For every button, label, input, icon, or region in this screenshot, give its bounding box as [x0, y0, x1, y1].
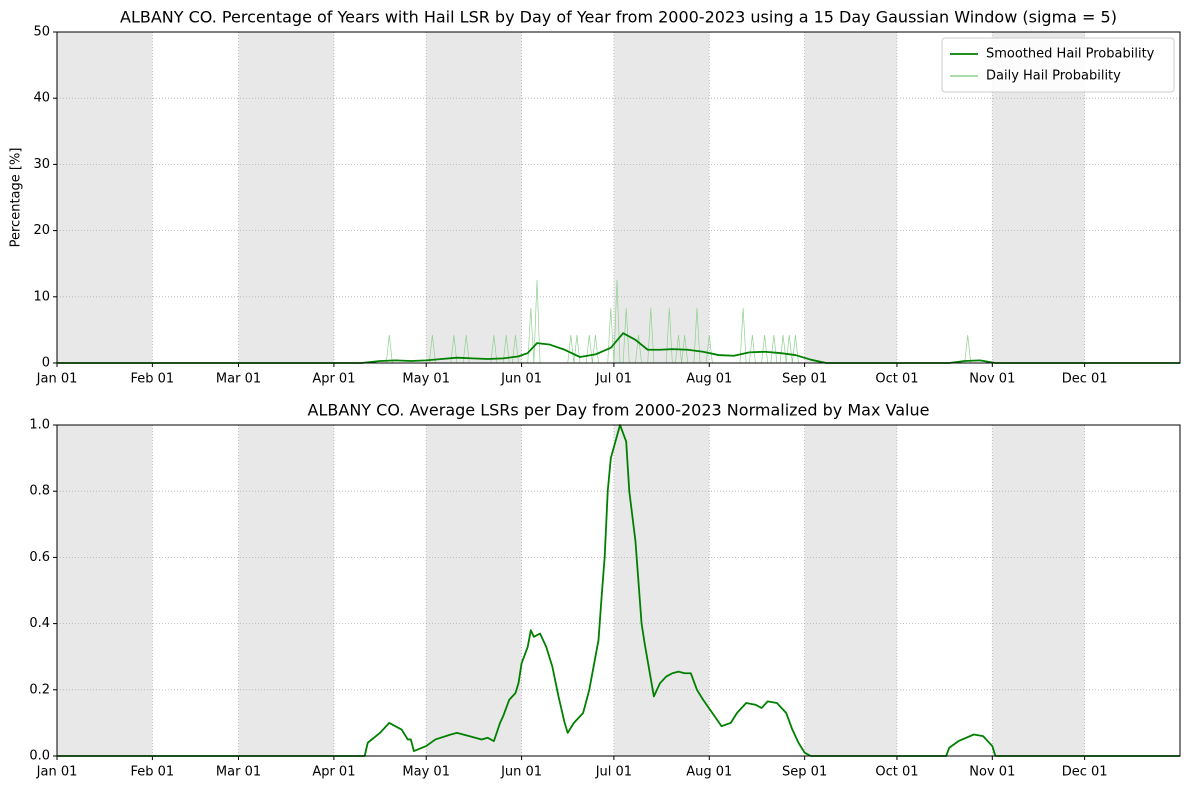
- y-tick-label: 0.0: [29, 749, 50, 764]
- x-tick-label: Jul 01: [595, 372, 632, 387]
- month-band: [57, 425, 153, 756]
- x-tick-label: Oct 01: [875, 372, 918, 387]
- x-tick-label: Mar 01: [216, 765, 261, 780]
- x-tick-label: Jun 01: [500, 372, 542, 387]
- y-tick-label: 20: [33, 223, 50, 238]
- month-band: [613, 425, 710, 756]
- data-line: [57, 424, 1180, 757]
- x-tick-label: Feb 01: [131, 765, 175, 780]
- y-tick-label: 0.4: [29, 616, 50, 631]
- axes-frame: [56, 424, 1181, 757]
- y-tick-label: 50: [33, 25, 50, 40]
- data-line: [57, 332, 1180, 364]
- y-axis-label: Percentage [%]: [9, 148, 24, 248]
- y-tick-label: 0.8: [29, 484, 50, 499]
- x-tick-label: Nov 01: [969, 765, 1015, 780]
- legend: Smoothed Hail Probability Daily Hail Prob…: [941, 37, 1175, 93]
- month-band: [426, 425, 522, 756]
- x-tick-label: Sep 01: [782, 765, 827, 780]
- x-tick-label: Feb 01: [131, 372, 175, 387]
- x-tick-label: Jan 01: [36, 765, 78, 780]
- x-tick-label: Aug 01: [686, 372, 732, 387]
- y-tick-label: 0: [42, 356, 50, 371]
- x-tick-label: Nov 01: [969, 372, 1015, 387]
- x-tick-label: May 01: [402, 765, 450, 780]
- legend-label: Smoothed Hail Probability: [986, 47, 1155, 62]
- x-tick-label: Jul 01: [595, 765, 632, 780]
- legend-label: Daily Hail Probability: [986, 69, 1121, 84]
- x-tick-label: Aug 01: [686, 765, 732, 780]
- x-tick-label: Apr 01: [312, 765, 355, 780]
- chart-title: ALBANY CO. Percentage of Years with Hail…: [120, 8, 1117, 27]
- month-band: [992, 425, 1085, 756]
- x-tick-label: Jun 01: [500, 765, 542, 780]
- y-tick-label: 0.6: [29, 550, 50, 565]
- month-band: [57, 32, 153, 363]
- x-tick-label: Dec 01: [1062, 372, 1108, 387]
- month-band: [426, 32, 522, 363]
- x-tick-label: Mar 01: [216, 372, 261, 387]
- y-tick-label: 30: [33, 157, 50, 172]
- month-band: [238, 425, 334, 756]
- x-tick-label: Dec 01: [1062, 765, 1108, 780]
- y-tick-label: 40: [33, 91, 50, 106]
- month-band: [804, 425, 897, 756]
- month-band: [804, 32, 897, 363]
- chart-title: ALBANY CO. Average LSRs per Day from 200…: [308, 401, 930, 420]
- y-tick-label: 1.0: [29, 418, 50, 433]
- legend-box: [941, 37, 1175, 93]
- month-band: [613, 32, 710, 363]
- x-tick-label: May 01: [402, 372, 450, 387]
- y-tick-label: 10: [33, 289, 50, 304]
- x-tick-label: Jan 01: [36, 372, 78, 387]
- x-tick-label: Sep 01: [782, 372, 827, 387]
- y-tick-label: 0.2: [29, 682, 50, 697]
- x-tick-label: Oct 01: [875, 765, 918, 780]
- axes-frame: [56, 31, 1181, 364]
- month-band: [238, 32, 334, 363]
- x-tick-label: Apr 01: [312, 372, 355, 387]
